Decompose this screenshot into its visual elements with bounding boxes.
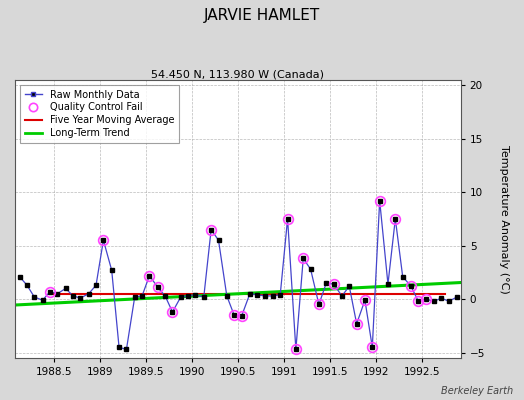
Quality Control Fail <box>422 297 429 302</box>
Raw Monthly Data <box>346 284 353 289</box>
Raw Monthly Data <box>316 302 322 307</box>
Raw Monthly Data <box>454 294 460 299</box>
Raw Monthly Data <box>377 198 383 203</box>
Quality Control Fail <box>392 216 398 221</box>
Quality Control Fail <box>293 347 299 352</box>
Raw Monthly Data <box>438 296 444 300</box>
Quality Control Fail <box>300 256 307 261</box>
Title: 54.450 N, 113.980 W (Canada): 54.450 N, 113.980 W (Canada) <box>151 69 324 79</box>
Quality Control Fail <box>362 298 368 302</box>
Text: Berkeley Earth: Berkeley Earth <box>441 386 514 396</box>
Raw Monthly Data <box>116 345 122 350</box>
Quality Control Fail <box>377 198 383 203</box>
Quality Control Fail <box>238 314 245 319</box>
Text: JARVIE HAMLET: JARVIE HAMLET <box>204 8 320 23</box>
Quality Control Fail <box>208 227 214 232</box>
Raw Monthly Data <box>16 274 23 279</box>
Line: Quality Control Fail: Quality Control Fail <box>45 196 431 354</box>
Quality Control Fail <box>316 302 322 307</box>
Line: Raw Monthly Data: Raw Monthly Data <box>19 201 457 350</box>
Raw Monthly Data <box>132 294 138 299</box>
Quality Control Fail <box>146 273 152 278</box>
Quality Control Fail <box>231 313 237 318</box>
Quality Control Fail <box>408 284 414 289</box>
Raw Monthly Data <box>123 347 129 352</box>
Quality Control Fail <box>169 310 176 314</box>
Quality Control Fail <box>354 321 360 326</box>
Quality Control Fail <box>369 345 376 350</box>
Raw Monthly Data <box>399 274 406 279</box>
Quality Control Fail <box>331 282 337 286</box>
Quality Control Fail <box>100 238 106 243</box>
Quality Control Fail <box>415 299 421 304</box>
Quality Control Fail <box>155 285 161 290</box>
Quality Control Fail <box>47 289 53 294</box>
Legend: Raw Monthly Data, Quality Control Fail, Five Year Moving Average, Long-Term Tren: Raw Monthly Data, Quality Control Fail, … <box>20 85 179 143</box>
Y-axis label: Temperature Anomaly (°C): Temperature Anomaly (°C) <box>499 144 509 293</box>
Quality Control Fail <box>285 216 291 221</box>
